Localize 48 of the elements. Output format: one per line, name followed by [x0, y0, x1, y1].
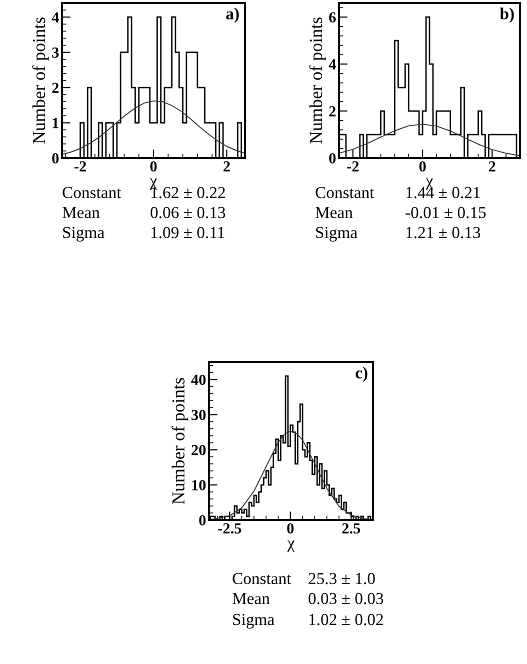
y-axis-title: Number of points	[32, 17, 49, 144]
text: 0.06 ± 0.13	[150, 206, 226, 218]
text: Sigma	[233, 614, 274, 629]
text: Mean	[232, 593, 270, 604]
x-tick-label: 2	[224, 161, 230, 172]
text: Constant	[316, 186, 374, 198]
x-tick-label: -2.5	[218, 523, 242, 534]
text: 1.21 ± 0.13	[406, 226, 480, 238]
y-tick-label: 10	[192, 480, 206, 490]
text: -0.01 ± 0.15	[406, 206, 486, 218]
annotation: b)	[500, 8, 514, 23]
x-tick-label: 2	[488, 161, 496, 172]
x-tick-label: 0	[419, 161, 426, 172]
y-tick-label: 3	[52, 48, 59, 58]
y-tick-label: 40	[191, 374, 206, 386]
x-tick-label: -2	[347, 161, 359, 172]
text: 0.03 ± 0.03	[308, 592, 384, 604]
annotation: c)	[356, 366, 368, 382]
text: 1.02 ± 0.02	[309, 614, 383, 626]
line-series	[339, 124, 520, 156]
line-series	[62, 100, 245, 155]
y-tick-label: 30	[192, 410, 206, 420]
y-tick-label: 4	[52, 12, 59, 22]
text: Constant	[232, 572, 292, 584]
x-tick-label: 2.5	[342, 523, 360, 534]
text: Sigma	[63, 226, 104, 242]
y-axis-title: Number of points	[309, 17, 326, 144]
y-tick-label: 4	[328, 59, 336, 70]
text: 1.09 ± 0.11	[151, 226, 224, 238]
text: Constant	[62, 186, 122, 198]
text: Mean	[62, 207, 100, 218]
y-tick-label: 6	[329, 12, 336, 23]
y-tick-label: 0	[199, 515, 206, 526]
y-tick-label: 2	[329, 106, 336, 116]
y-tick-label: 20	[192, 444, 206, 456]
y-axis-title: Number of points	[172, 378, 188, 504]
text: Sigma	[316, 226, 358, 242]
x-axis-title: χ	[287, 540, 295, 552]
y-tick-label: 0	[52, 153, 59, 164]
x-tick-label: 0	[150, 161, 157, 172]
x-tick-label: 0	[287, 523, 294, 534]
y-tick-label: 0	[329, 153, 336, 164]
annotation: a)	[226, 8, 239, 23]
text: Mean	[315, 207, 353, 218]
text: 25.3 ± 1.0	[308, 572, 375, 584]
y-tick-label: 1	[52, 118, 58, 128]
y-tick-label: 2	[52, 82, 59, 93]
x-tick-label: -2	[74, 161, 86, 172]
